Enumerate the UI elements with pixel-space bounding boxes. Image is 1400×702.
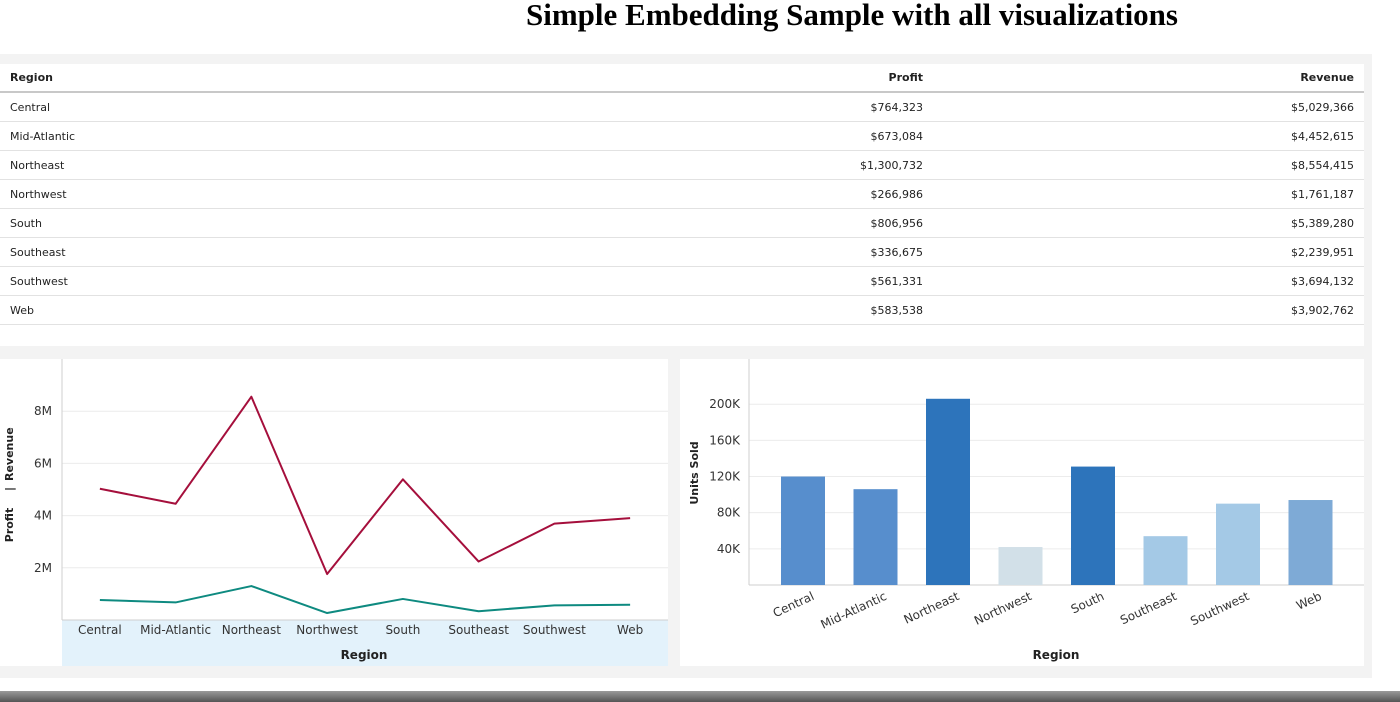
cell-revenue: $3,902,762	[933, 295, 1364, 325]
y-axis-title: Units Sold	[688, 441, 701, 504]
y-axis-title: Profit | Revenue	[3, 427, 16, 542]
x-tick-label: Mid-Atlantic	[818, 589, 888, 632]
cell-region: Mid-Atlantic	[0, 121, 540, 151]
x-tick-label: Southeast	[1118, 589, 1179, 627]
cell-profit: $561,331	[540, 266, 933, 296]
series-line-profit[interactable]	[99, 585, 631, 615]
bar-mid-atlantic[interactable]	[853, 489, 898, 585]
x-tick-label: Southwest	[523, 623, 586, 637]
cell-revenue: $3,694,132	[933, 266, 1364, 296]
column-header-profit[interactable]: Profit	[540, 64, 933, 93]
x-tick-label: South	[385, 623, 420, 637]
x-tick-label: Southwest	[1188, 589, 1251, 628]
y-tick-label: 2M	[34, 561, 52, 575]
table-row[interactable]: Northeast $1,300,732 $8,554,415	[0, 150, 1364, 180]
window-bottom-edge	[0, 691, 1400, 702]
cell-region: Southwest	[0, 266, 540, 296]
y-tick-label: 120K	[709, 470, 741, 484]
y-tick-label: 200K	[709, 397, 741, 411]
x-axis-title: Region	[1033, 648, 1080, 662]
table-row[interactable]: Southwest $561,331 $3,694,132	[0, 266, 1364, 296]
table-row[interactable]: Central $764,323 $5,029,366	[0, 92, 1364, 122]
y-axis-title-separator: |	[3, 487, 16, 491]
x-tick-label: Northeast	[902, 589, 962, 627]
table-header-row: Region Profit Revenue	[0, 64, 1364, 93]
cell-region: South	[0, 208, 540, 238]
x-tick-label: South	[1069, 589, 1107, 616]
cell-profit: $1,300,732	[540, 150, 933, 180]
cell-profit: $673,084	[540, 121, 933, 151]
cell-revenue: $5,389,280	[933, 208, 1364, 238]
bar-chart-card: 40K 80K 120K 160K 200K Central Mid-Atlantic Nor…	[680, 359, 1364, 666]
cell-region: Northeast	[0, 150, 540, 180]
line-chart[interactable]: 2M 4M 6M 8M Central Mid-Atlantic Northeast Nort…	[0, 359, 668, 666]
bar-central[interactable]	[781, 476, 825, 585]
y-tick-label: 160K	[709, 433, 741, 447]
region-table-card: Region Profit Revenue Central $764,323 $…	[0, 64, 1364, 346]
y-tick-label: 40K	[717, 542, 741, 556]
cell-revenue: $2,239,951	[933, 237, 1364, 267]
bar-northeast[interactable]	[926, 398, 970, 585]
y-axis-title-profit: Profit	[3, 508, 16, 542]
x-tick-label: Northwest	[296, 623, 358, 637]
cell-revenue: $8,554,415	[933, 150, 1364, 180]
cell-revenue: $4,452,615	[933, 121, 1364, 151]
cell-profit: $806,956	[540, 208, 933, 238]
x-tick-label: Central	[771, 589, 817, 620]
column-header-revenue[interactable]: Revenue	[933, 64, 1364, 93]
y-tick-label: 80K	[717, 506, 741, 520]
bar-web[interactable]	[1288, 500, 1333, 585]
table-row[interactable]: Northwest $266,986 $1,761,187	[0, 179, 1364, 209]
table-row[interactable]: Web $583,538 $3,902,762	[0, 295, 1364, 325]
page-title: Simple Embedding Sample with all visuali…	[526, 0, 1178, 32]
x-tick-label: Web	[1294, 589, 1324, 613]
x-tick-label: Central	[78, 623, 122, 637]
cell-revenue: $1,761,187	[933, 179, 1364, 209]
x-tick-label: Web	[617, 623, 643, 637]
y-axis-title-revenue: Revenue	[3, 427, 16, 481]
cell-region: Web	[0, 295, 540, 325]
bar-southwest[interactable]	[1216, 503, 1260, 585]
cell-profit: $266,986	[540, 179, 933, 209]
table-row[interactable]: Southeast $336,675 $2,239,951	[0, 237, 1364, 267]
line-chart-card: 2M 4M 6M 8M Central Mid-Atlantic Northeast Nort…	[0, 359, 668, 666]
table-row[interactable]: South $806,956 $5,389,280	[0, 208, 1364, 238]
bar-chart[interactable]: 40K 80K 120K 160K 200K Central Mid-Atlantic Nor…	[680, 359, 1364, 666]
y-tick-label: 6M	[34, 456, 52, 470]
cell-profit: $336,675	[540, 237, 933, 267]
x-tick-label: Mid-Atlantic	[140, 623, 211, 637]
cell-profit: $764,323	[540, 92, 933, 122]
cell-region: Northwest	[0, 179, 540, 209]
table-row[interactable]: Mid-Atlantic $673,084 $4,452,615	[0, 121, 1364, 151]
y-tick-label: 8M	[34, 404, 52, 418]
cell-region: Central	[0, 92, 540, 122]
x-tick-label: Northeast	[222, 623, 282, 637]
bar-southeast[interactable]	[1143, 536, 1188, 585]
cell-profit: $583,538	[540, 295, 933, 325]
x-axis-title: Region	[341, 648, 388, 662]
column-header-region[interactable]: Region	[0, 64, 540, 93]
series-line-revenue[interactable]	[99, 395, 631, 576]
cell-revenue: $5,029,366	[933, 92, 1364, 122]
x-tick-label: Northwest	[972, 589, 1034, 628]
y-tick-label: 4M	[34, 509, 52, 523]
region-table: Region Profit Revenue Central $764,323 $…	[0, 64, 1364, 325]
cell-region: Southeast	[0, 237, 540, 267]
x-tick-label: Southeast	[448, 623, 509, 637]
bar-northwest[interactable]	[998, 547, 1043, 585]
bar-south[interactable]	[1071, 466, 1115, 585]
x-axis-band	[62, 620, 668, 666]
